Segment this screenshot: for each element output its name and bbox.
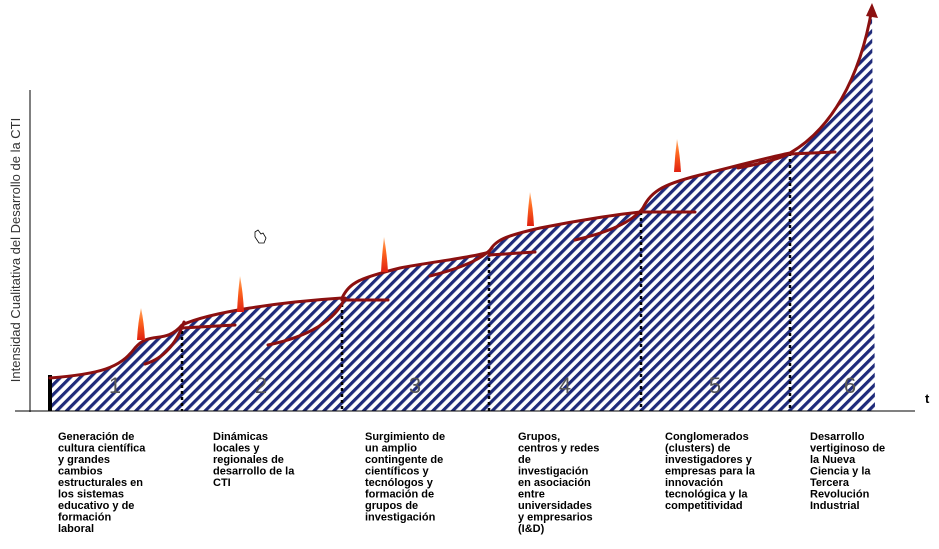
stage-description-line: cambios [58, 466, 103, 478]
stage-description-line: Desarrollo [810, 431, 865, 443]
stage-number: 1 [109, 373, 121, 398]
stage-description-line: universidades [518, 500, 592, 512]
stage-description-line: y empresarios [518, 512, 593, 524]
stage-description-line: los sistemas [58, 489, 124, 501]
stage-description-line: investigación [518, 466, 589, 478]
stage-description-line: tecnológica y la [665, 489, 748, 501]
stage-description-line: grupos de [365, 500, 418, 512]
hatched-area [50, 8, 875, 411]
stage-number: 6 [844, 373, 856, 398]
stage-description-line: científicos y [365, 466, 429, 478]
axes [15, 90, 915, 412]
stage-description-line: tecnólogos y [365, 477, 434, 489]
stage-description-line: vertiginoso de [810, 443, 885, 455]
stage-description-line: innovación [665, 477, 723, 489]
stage-description-line: investigación [365, 512, 436, 524]
x-axis-label: t [925, 391, 930, 406]
stage-description-line: en asociación [518, 477, 591, 489]
stage-description-line: cultura científica [58, 443, 146, 455]
stage-description-line: empresas para la [665, 466, 756, 478]
stage-description-line: (I&D) [518, 523, 545, 535]
arrow-head [866, 3, 878, 18]
stage-description-line: de [518, 454, 531, 466]
flames [137, 139, 681, 340]
stage-description-line: desarrollo de la [213, 466, 295, 478]
stage-description-line: CTI [213, 477, 231, 489]
stage-description-line: Tercera [810, 477, 850, 489]
stage-description-line: formación [58, 512, 111, 524]
stage-description-line: contingente de [365, 454, 443, 466]
stage-description-line: Surgimiento de [365, 431, 445, 443]
stage-number: 4 [559, 373, 571, 398]
stage-description-line: (clusters) de [665, 443, 730, 455]
stage-description-line: Generación de [58, 431, 134, 443]
stage-description-line: Ciencia y la [810, 466, 871, 478]
stage-number: 2 [255, 373, 267, 398]
stage-description-line: competitividad [665, 500, 743, 512]
stage-description-line: un amplio [365, 443, 417, 455]
y-axis-label: Intensidad Cualitativa del Desarrollo de… [8, 118, 23, 382]
stage-description-line: Grupos, [518, 431, 560, 443]
stage-description-line: Industrial [810, 500, 860, 512]
stage-description-line: y grandes [58, 454, 110, 466]
stage-description-line: Dinámicas [213, 431, 268, 443]
stage-description-line: Conglomerados [665, 431, 749, 443]
stage-dividers [180, 153, 792, 411]
stage-description-line: locales y [213, 443, 260, 455]
stage-number: 3 [409, 373, 421, 398]
development-curves [48, 6, 874, 380]
stage-description-line: entre [518, 489, 545, 501]
stage-description-line: investigadores y [665, 454, 753, 466]
hand-cursor [254, 229, 267, 244]
stage-description-line: laboral [58, 523, 94, 535]
stage-description-line: estructurales en [58, 477, 143, 489]
stage-number: 5 [709, 373, 721, 398]
stage-description-line: regionales de [213, 454, 284, 466]
stage-description-line: la Nueva [810, 454, 856, 466]
stage-description-line: educativo y de [58, 500, 134, 512]
stage-description-line: centros y redes [518, 443, 599, 455]
stage-description-line: formación de [365, 489, 434, 501]
stage-description-line: Revolución [810, 489, 870, 501]
